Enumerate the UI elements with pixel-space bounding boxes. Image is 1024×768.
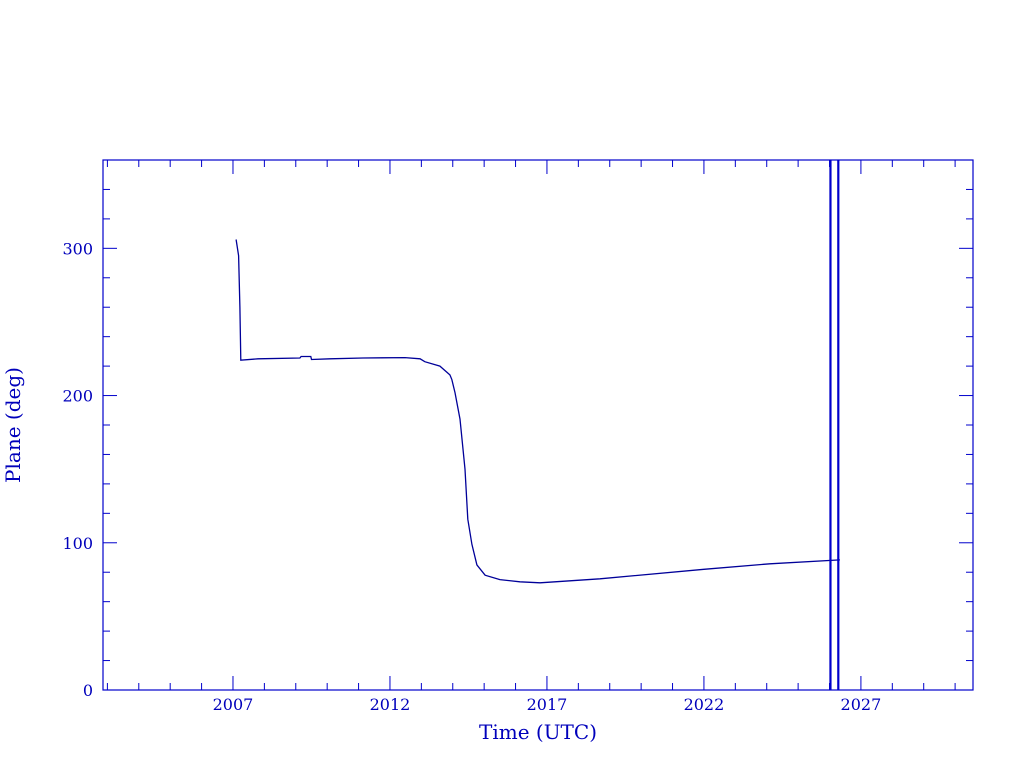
y-tick-label: 300: [62, 239, 93, 258]
data-line: [235, 239, 840, 584]
x-tick-label: 2012: [370, 695, 411, 714]
x-tick-label: 2022: [684, 695, 725, 714]
series-group: [235, 160, 840, 690]
x-tick-label: 2007: [213, 695, 254, 714]
plot-frame: [102, 159, 974, 691]
y-tick-label: 100: [62, 534, 93, 553]
axes: [102, 159, 974, 691]
x-axis-label: Time (UTC): [479, 720, 597, 744]
y-tick-label: 0: [83, 681, 93, 700]
tick-labels: 2007 2012 2017 2022 2027 0 100 200 300: [62, 239, 881, 714]
x-tick-label: 2017: [527, 695, 568, 714]
y-tick-label: 200: [62, 387, 93, 406]
y-axis-label: Plane (deg): [1, 367, 25, 483]
x-tick-label: 2027: [841, 695, 882, 714]
